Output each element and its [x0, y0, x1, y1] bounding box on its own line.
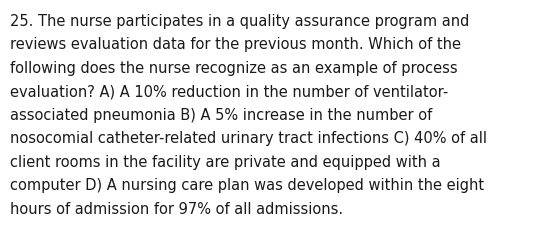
Text: nosocomial catheter-related urinary tract infections C) 40% of all: nosocomial catheter-related urinary trac… — [10, 131, 487, 146]
Text: 25. The nurse participates in a quality assurance program and: 25. The nurse participates in a quality … — [10, 14, 469, 29]
Text: associated pneumonia B) A 5% increase in the number of: associated pneumonia B) A 5% increase in… — [10, 108, 432, 123]
Text: computer D) A nursing care plan was developed within the eight: computer D) A nursing care plan was deve… — [10, 178, 484, 193]
Text: reviews evaluation data for the previous month. Which of the: reviews evaluation data for the previous… — [10, 37, 461, 52]
Text: evaluation? A) A 10% reduction in the number of ventilator-: evaluation? A) A 10% reduction in the nu… — [10, 84, 448, 99]
Text: client rooms in the facility are private and equipped with a: client rooms in the facility are private… — [10, 154, 441, 169]
Text: hours of admission for 97% of all admissions.: hours of admission for 97% of all admiss… — [10, 201, 343, 216]
Text: following does the nurse recognize as an example of process: following does the nurse recognize as an… — [10, 61, 458, 76]
